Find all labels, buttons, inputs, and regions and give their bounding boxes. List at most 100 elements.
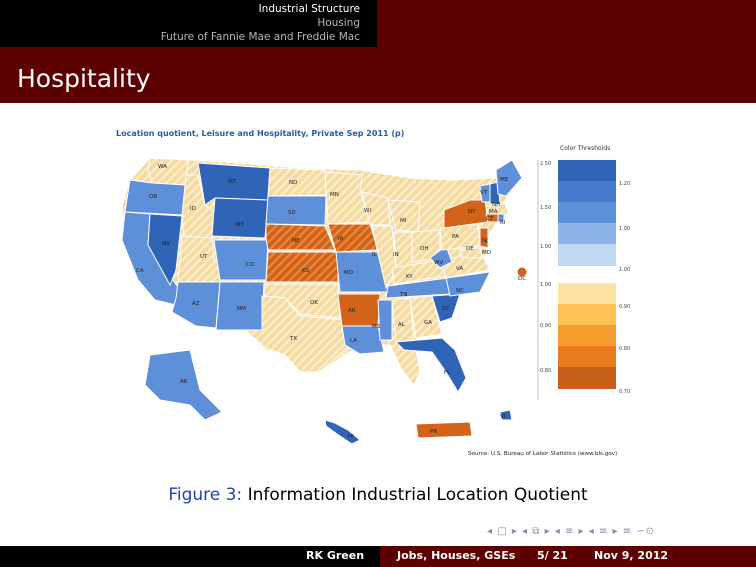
state-wa	[147, 157, 189, 186]
label-nc: NC	[456, 288, 464, 294]
state-vi	[499, 409, 513, 421]
label-nm: NM	[237, 306, 246, 312]
label-vt: VT	[480, 190, 488, 196]
label-sc: SC	[442, 306, 449, 312]
nav-section-housing[interactable]: Housing	[317, 17, 360, 29]
legend-axis-label-3: 1.00	[540, 244, 551, 250]
label-az: AZ	[192, 301, 200, 307]
footer-page-number: 5/ 21	[537, 549, 568, 562]
label-ga: GA	[424, 320, 432, 326]
label-tx: TX	[289, 336, 297, 342]
label-ct: CT	[486, 216, 494, 222]
state-md	[459, 247, 483, 259]
state-wi	[361, 191, 391, 226]
label-ri: RI	[500, 220, 506, 226]
nav-section-future-fannie-freddie[interactable]: Future of Fannie Mae and Freddie Mac	[160, 31, 360, 43]
legend-swatch-blue-4	[558, 223, 616, 244]
label-ia: IA	[338, 236, 344, 242]
label-ky: KY	[406, 274, 413, 280]
label-ca: CA	[136, 268, 144, 274]
label-mo: MO	[344, 270, 354, 276]
label-hi: HI	[348, 434, 354, 440]
legend-axis-label-1: 2.50	[540, 161, 551, 167]
nav-section-industrial-structure[interactable]: Industrial Structure	[258, 3, 360, 15]
label-md: MD	[482, 250, 491, 256]
legend-swatch-orange-3	[558, 325, 616, 346]
page-title: Hospitality	[17, 64, 151, 93]
label-nj: NJ	[482, 238, 488, 244]
footer-date: Nov 9, 2012	[594, 549, 669, 562]
state-ar	[337, 293, 381, 327]
state-ak	[144, 349, 223, 421]
figure-label: Figure 3:	[168, 485, 243, 505]
legend-swatch-orange-4	[558, 346, 616, 367]
label-de: DE	[466, 246, 474, 252]
label-tn: TN	[399, 292, 407, 298]
label-co: CO	[246, 262, 255, 268]
color-threshold-legend	[537, 160, 616, 400]
state-ri	[497, 213, 505, 223]
footer-short-title: Jobs, Houses, GSEs	[397, 549, 516, 562]
nav-subsection-icon[interactable]: ◂ ≡ ▸	[588, 526, 619, 537]
us-location-quotient-map: WA OR CA NV ID MT WY UT AZ CO NM ND SD N…	[121, 157, 630, 445]
label-wa: WA	[158, 164, 167, 170]
label-pa: PA	[452, 234, 459, 240]
legend-axis-label-4: 1.00	[540, 282, 551, 288]
map-title: Location quotient, Leisure and Hospitali…	[116, 129, 405, 138]
legend-title: Color Thresholds	[560, 145, 611, 152]
label-ok: OK	[310, 300, 318, 306]
legend-swatch-orange-2	[558, 304, 616, 325]
figure-caption-text: Information Industrial Location Quotient	[247, 485, 588, 505]
label-ar: AR	[348, 308, 356, 314]
state-nj	[479, 227, 489, 249]
label-vi: VI	[500, 414, 506, 420]
label-dc: DC	[518, 276, 526, 282]
legend-swatch-orange-5	[558, 367, 616, 389]
legend-swatch-blue-2	[558, 181, 616, 202]
legend-axis-label-6: 0.80	[540, 368, 551, 374]
state-fl	[394, 337, 467, 393]
label-nd: ND	[289, 180, 297, 186]
label-wi: WI	[364, 208, 371, 214]
label-la: LA	[350, 338, 357, 344]
legend-swatch-orange-1	[558, 283, 616, 304]
nav-section-icon[interactable]: ◂ ≡ ▸	[554, 526, 585, 537]
beamer-navigation-controls[interactable]: ◂ □ ▸ ◂ ⧉ ▸ ◂ ≡ ▸ ◂ ≡ ▸ ≡ ∽⊙	[487, 526, 655, 537]
state-pr	[415, 421, 473, 439]
label-il: IL	[372, 252, 378, 258]
label-ms: MS	[372, 324, 381, 330]
label-fl: FL	[444, 370, 451, 376]
section-navigation	[0, 0, 377, 47]
label-or: OR	[149, 194, 157, 200]
nav-prev-slide-icon[interactable]: ◂ □ ▸	[487, 526, 518, 537]
nav-align-icon[interactable]: ≡	[622, 526, 633, 537]
label-mn: MN	[330, 192, 339, 198]
label-ks: KS	[302, 268, 310, 274]
state-wy	[211, 197, 269, 239]
nav-search-icon[interactable]: ∽⊙	[636, 526, 656, 537]
legend-axis-label-2: 1.50	[540, 205, 551, 211]
nav-frame-icon[interactable]: ◂ ⧉ ▸	[522, 526, 551, 537]
label-ny: NY	[468, 209, 476, 215]
state-dc	[516, 266, 528, 278]
state-la	[341, 325, 385, 355]
state-ga	[409, 295, 443, 339]
legend-threshold-orange-4: 0.70	[619, 389, 630, 395]
label-mi: MI	[400, 218, 407, 224]
label-sd: SD	[288, 210, 296, 216]
label-ut: UT	[200, 254, 208, 260]
state-il	[371, 225, 397, 290]
legend-axis-label-5: 0.90	[540, 323, 551, 329]
state-ms	[377, 299, 393, 341]
state-wv	[429, 245, 453, 269]
footer-author: RK Green	[306, 549, 365, 562]
label-nv: NV	[162, 241, 170, 247]
state-ia	[327, 223, 379, 253]
state-ma	[485, 203, 509, 215]
legend-threshold-orange-2: 0.90	[619, 304, 630, 310]
label-ma: MA	[489, 209, 498, 215]
frame-title-bar	[0, 47, 756, 103]
legend-threshold-blue-2: 1.00	[619, 226, 630, 232]
state-ny	[443, 199, 489, 229]
label-nh: NH	[492, 202, 500, 208]
